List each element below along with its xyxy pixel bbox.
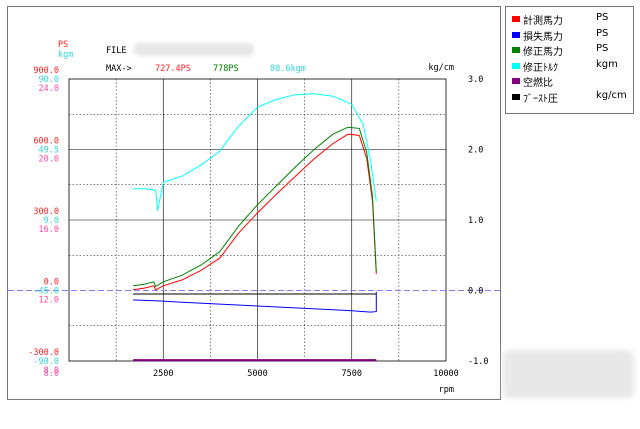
left-tick-label: 300.0 — [33, 207, 59, 217]
left-tick-label: -300.0 — [28, 348, 59, 358]
chart-frame: FILE MAX-> 727.4PS 778PS 80.6kgm PS kgm kg/cm rp… — [7, 6, 501, 400]
left-tick-label: -45.0 — [33, 287, 59, 297]
left-tick-label: 90.0 — [39, 75, 59, 85]
left-unit-ps: PS — [58, 40, 68, 50]
legend-swatch — [512, 16, 520, 22]
left-tick-label: -90.0 — [33, 357, 59, 367]
max-value: 727.4PS — [155, 64, 191, 74]
right-tick-label: 2.0 — [468, 146, 483, 156]
legend-item: 修正ﾄﾙｸ kgm — [512, 58, 630, 74]
left-unit-kgm: kgm — [58, 50, 73, 60]
redacted-area — [503, 350, 634, 398]
left-tick-label: 600.0 — [33, 137, 59, 147]
legend-item: 計測馬力 PS — [512, 12, 630, 27]
legend-name: 計測馬力 — [523, 16, 563, 27]
x-unit: rpm — [439, 385, 454, 395]
series-line-2 — [133, 126, 377, 288]
max-label: MAX-> — [106, 64, 132, 74]
legend-name: 修正馬力 — [523, 47, 563, 58]
series-line-0 — [133, 133, 377, 291]
max-value: 778PS — [213, 64, 239, 74]
legend-item: 損失馬力 PS — [512, 27, 630, 43]
series-line-3 — [133, 93, 377, 211]
right-tick-label: 1.0 — [468, 216, 483, 226]
left-tick-label: 0.0 — [44, 278, 59, 288]
legend-unit: PS — [596, 12, 609, 23]
legend-swatch — [512, 93, 520, 100]
legend-swatch — [512, 78, 520, 84]
right-tick-label: 3.0 — [468, 75, 483, 85]
x-tick-label: 2500 — [153, 369, 173, 379]
x-tick-label: 5000 — [247, 369, 267, 379]
left-tick-label: 16.0 — [39, 225, 59, 235]
legend-item: 空燃比 — [512, 74, 630, 89]
left-tick-label: 9.0 — [44, 216, 59, 226]
right-tick-label: -1.0 — [468, 357, 488, 367]
series-line-1 — [133, 291, 377, 313]
legend-swatch — [512, 62, 520, 69]
right-unit: kg/cm — [428, 63, 454, 73]
legend-name: 修正ﾄﾙｸ — [523, 62, 558, 74]
left-tick-label: 12.0 — [39, 296, 59, 306]
left-tick-label: 20.0 — [39, 155, 59, 165]
left-tick-label: 49.5 — [39, 146, 59, 156]
file-name-redacted — [134, 43, 254, 56]
legend-swatch — [512, 31, 520, 38]
legend-swatch — [512, 47, 520, 53]
left-tick-label: 24.0 — [39, 84, 59, 94]
legend: 計測馬力 PS 損失馬力 PS 修正馬力 PS 修正ﾄﾙｸ kgm 空燃比 ﾌﾞｰｽﾄ圧 kg/cm — [505, 6, 634, 114]
left-tick-label: 900.0 — [33, 66, 59, 76]
x-tick-label: 10000 — [433, 369, 459, 379]
legend-name: 空燃比 — [523, 78, 553, 89]
file-label: FILE — [106, 46, 126, 56]
legend-name: 損失馬力 — [523, 31, 563, 43]
x-origin-label: 8.0 — [44, 369, 59, 379]
legend-unit: PS — [596, 43, 609, 54]
legend-unit: PS — [596, 27, 609, 39]
legend-item: 修正馬力 PS — [512, 43, 630, 58]
x-tick-label: 7500 — [342, 369, 362, 379]
legend-unit: kgm — [596, 58, 618, 70]
legend-unit: kg/cm — [596, 89, 627, 101]
left-tick-label: 8.0 — [44, 366, 59, 376]
legend-item: ﾌﾞｰｽﾄ圧 kg/cm — [512, 89, 630, 105]
right-tick-label: 0.0 — [468, 287, 483, 297]
max-value: 80.6kgm — [270, 64, 306, 74]
legend-name: ﾌﾞｰｽﾄ圧 — [523, 93, 558, 105]
